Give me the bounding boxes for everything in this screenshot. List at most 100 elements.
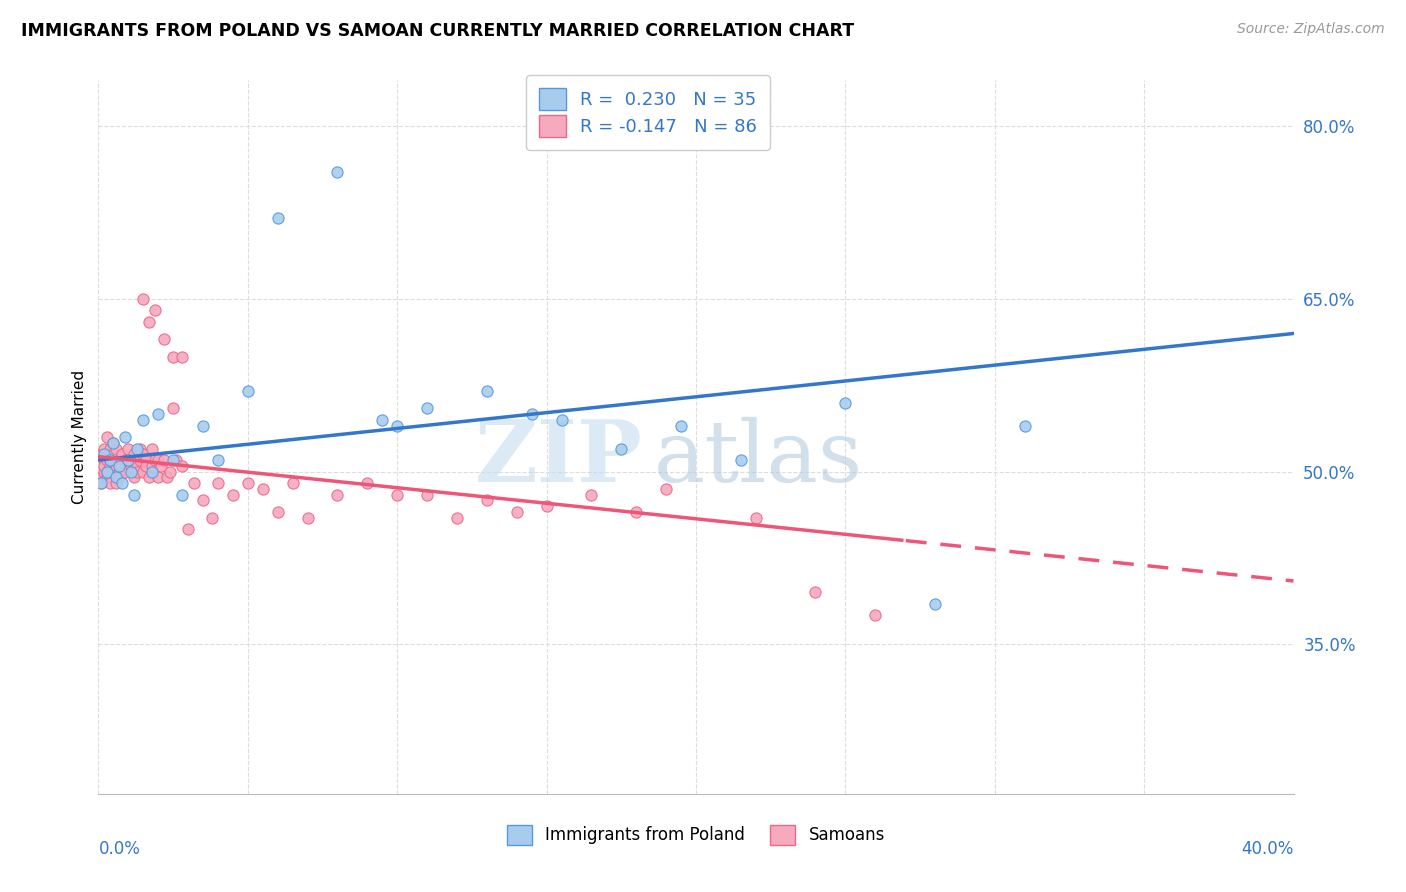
Point bbox=[141, 465, 163, 479]
Point bbox=[326, 165, 349, 179]
Point bbox=[111, 458, 134, 473]
Point bbox=[96, 465, 118, 479]
Point bbox=[120, 458, 142, 473]
Point bbox=[162, 350, 184, 364]
Point bbox=[371, 413, 394, 427]
Point bbox=[581, 488, 603, 502]
Point bbox=[475, 493, 498, 508]
Point bbox=[98, 453, 122, 467]
Point bbox=[745, 510, 768, 524]
Point bbox=[98, 453, 122, 467]
Point bbox=[135, 458, 157, 473]
Legend: Immigrants from Poland, Samoans: Immigrants from Poland, Samoans bbox=[499, 816, 893, 854]
Point bbox=[222, 488, 245, 502]
Point bbox=[90, 476, 112, 491]
Point bbox=[416, 488, 439, 502]
Point bbox=[90, 470, 112, 484]
Point bbox=[626, 505, 648, 519]
Point bbox=[297, 510, 319, 524]
Point bbox=[159, 465, 181, 479]
Point bbox=[201, 510, 224, 524]
Point bbox=[127, 465, 149, 479]
Point bbox=[506, 505, 529, 519]
Point bbox=[475, 384, 498, 398]
Point bbox=[191, 418, 214, 433]
Point bbox=[108, 465, 131, 479]
Point bbox=[105, 442, 128, 456]
Point bbox=[143, 453, 166, 467]
Point bbox=[132, 292, 155, 306]
Point bbox=[117, 453, 139, 467]
Point bbox=[207, 453, 229, 467]
Point bbox=[153, 453, 176, 467]
Point bbox=[153, 332, 176, 346]
Point bbox=[98, 442, 122, 456]
Point bbox=[127, 442, 149, 456]
Point bbox=[356, 476, 378, 491]
Point bbox=[148, 407, 170, 421]
Text: Source: ZipAtlas.com: Source: ZipAtlas.com bbox=[1237, 22, 1385, 37]
Point bbox=[150, 458, 173, 473]
Point bbox=[96, 465, 118, 479]
Point bbox=[207, 476, 229, 491]
Point bbox=[236, 384, 259, 398]
Text: atlas: atlas bbox=[654, 417, 863, 500]
Text: IMMIGRANTS FROM POLAND VS SAMOAN CURRENTLY MARRIED CORRELATION CHART: IMMIGRANTS FROM POLAND VS SAMOAN CURRENT… bbox=[21, 22, 855, 40]
Point bbox=[132, 413, 155, 427]
Point bbox=[143, 303, 166, 318]
Point bbox=[148, 453, 170, 467]
Point bbox=[135, 453, 157, 467]
Point bbox=[1014, 418, 1036, 433]
Point bbox=[96, 430, 118, 444]
Point bbox=[138, 470, 160, 484]
Point bbox=[385, 418, 409, 433]
Point bbox=[93, 453, 115, 467]
Point bbox=[93, 447, 115, 461]
Point bbox=[103, 435, 125, 450]
Point bbox=[520, 407, 543, 421]
Point bbox=[416, 401, 439, 416]
Point bbox=[120, 465, 142, 479]
Point bbox=[117, 453, 139, 467]
Point bbox=[156, 470, 179, 484]
Point bbox=[162, 401, 184, 416]
Point bbox=[93, 465, 115, 479]
Point bbox=[108, 470, 131, 484]
Point bbox=[90, 476, 112, 491]
Point bbox=[141, 458, 163, 473]
Point bbox=[924, 597, 946, 611]
Point bbox=[117, 442, 139, 456]
Point bbox=[96, 470, 118, 484]
Y-axis label: Currently Married: Currently Married bbox=[72, 370, 87, 504]
Point bbox=[93, 442, 115, 456]
Point bbox=[281, 476, 304, 491]
Point bbox=[103, 465, 125, 479]
Point bbox=[111, 476, 134, 491]
Text: 40.0%: 40.0% bbox=[1241, 840, 1294, 858]
Point bbox=[98, 458, 122, 473]
Point bbox=[669, 418, 692, 433]
Point bbox=[446, 510, 468, 524]
Point bbox=[236, 476, 259, 491]
Point bbox=[804, 585, 827, 599]
Point bbox=[108, 458, 131, 473]
Point bbox=[138, 315, 160, 329]
Point bbox=[865, 608, 887, 623]
Point bbox=[267, 211, 290, 226]
Point bbox=[98, 476, 122, 491]
Point bbox=[124, 447, 146, 461]
Point bbox=[111, 447, 134, 461]
Point bbox=[326, 488, 349, 502]
Point bbox=[177, 522, 200, 536]
Point bbox=[114, 430, 136, 444]
Point bbox=[105, 476, 128, 491]
Point bbox=[655, 482, 678, 496]
Text: ZIP: ZIP bbox=[474, 417, 643, 500]
Point bbox=[93, 458, 115, 473]
Point bbox=[129, 442, 152, 456]
Point bbox=[536, 499, 558, 513]
Point bbox=[96, 453, 118, 467]
Point bbox=[162, 453, 184, 467]
Point bbox=[105, 470, 128, 484]
Point bbox=[165, 453, 187, 467]
